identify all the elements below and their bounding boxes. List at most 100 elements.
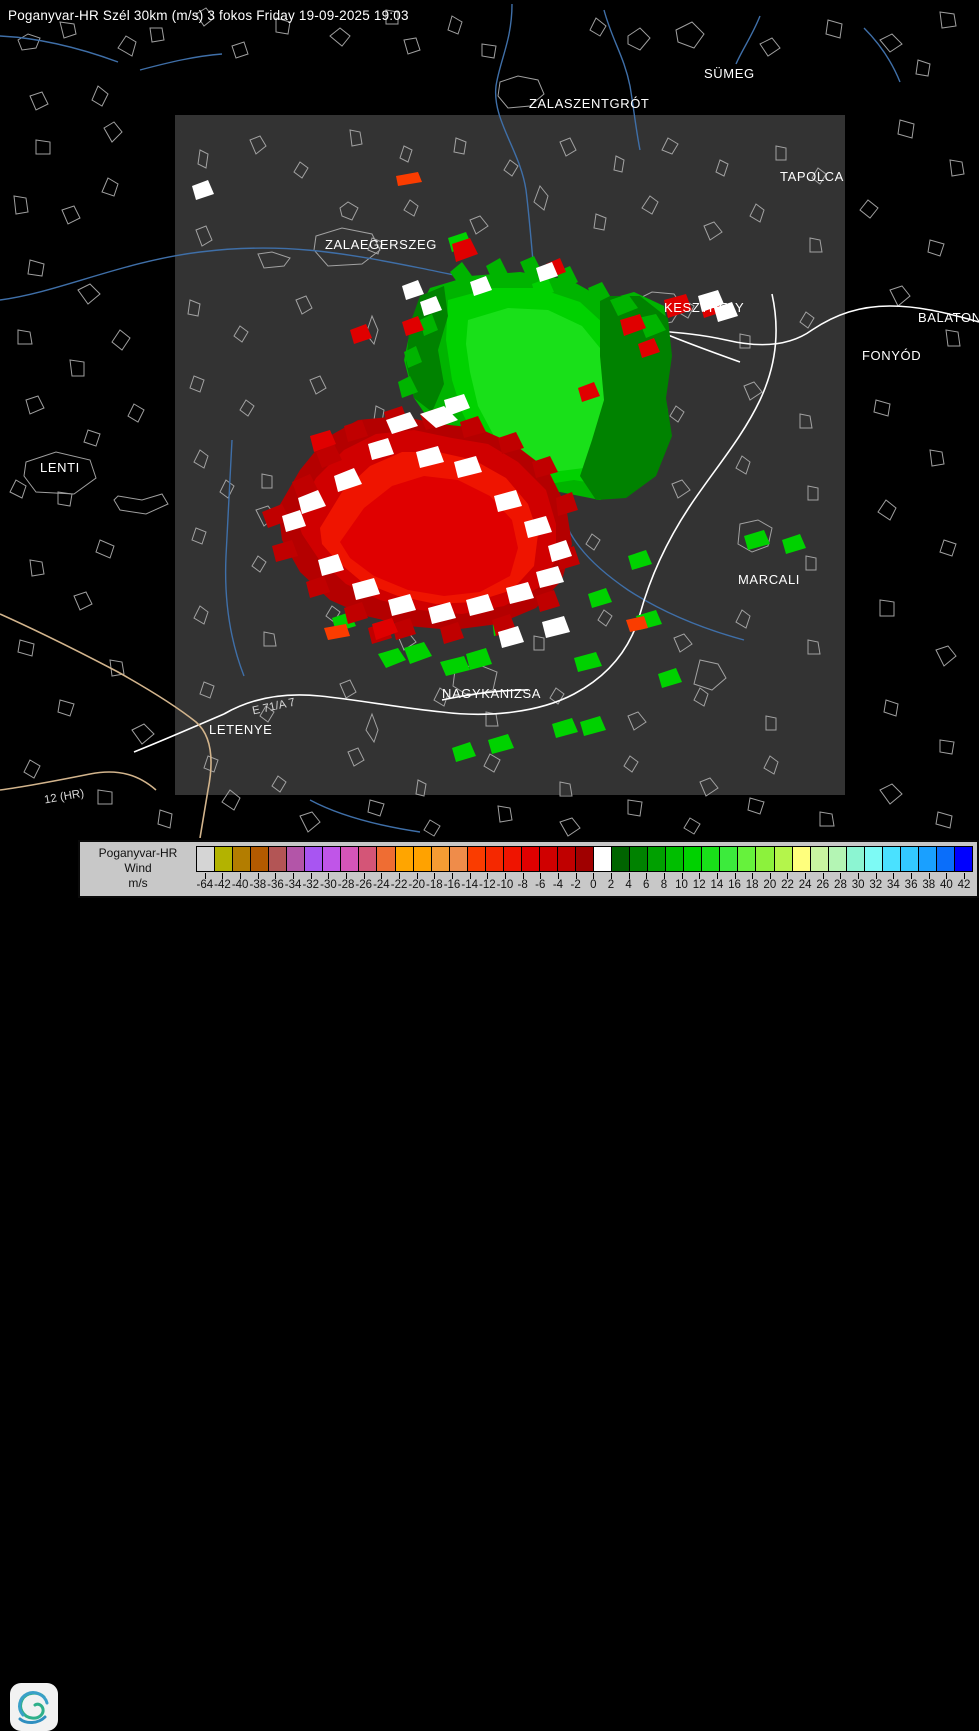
color-swatch-20 (557, 847, 576, 871)
page-title: Poganyvar-HR Szél 30km (m/s) 3 fokos Fri… (8, 8, 409, 23)
color-swatch-1 (215, 847, 234, 871)
color-swatch-17 (503, 847, 522, 871)
tick-label-32: 20 (761, 873, 779, 897)
tick-label-39: 34 (885, 873, 903, 897)
color-swatch-32 (774, 847, 793, 871)
tick-label-26: 8 (655, 873, 673, 897)
color-swatch-40 (918, 847, 937, 871)
color-swatch-14 (449, 847, 468, 871)
color-swatch-11 (395, 847, 414, 871)
city-label-sumeg: SÜMEG (704, 66, 755, 81)
color-swatch-35 (828, 847, 847, 871)
tick-label-10: -24 (373, 873, 391, 897)
tick-label-15: -14 (461, 873, 479, 897)
color-swatch-5 (287, 847, 306, 871)
city-label-zalaegerszeg: ZALAEGERSZEG (325, 237, 437, 252)
legend-title-block: Poganyvar-HR Wind m/s (86, 846, 190, 891)
tick-label-5: -34 (284, 873, 302, 897)
color-bar-ticks: -64 -42 -40 -38 -36 -34 -32 -30 -28 -26 -24 -22 -20-… (196, 873, 973, 897)
tick-label-27: 10 (673, 873, 691, 897)
color-swatch-33 (792, 847, 811, 871)
color-swatch-23 (612, 847, 631, 871)
tick-label-18: -8 (514, 873, 532, 897)
color-swatch-31 (756, 847, 775, 871)
city-label-lenti: LENTI (40, 460, 80, 475)
color-swatch-28 (702, 847, 721, 871)
color-swatch-12 (413, 847, 432, 871)
tick-label-4: -36 (267, 873, 285, 897)
color-swatch-26 (666, 847, 685, 871)
tick-label-2: -40 (231, 873, 249, 897)
city-label-fonyod: FONYÓD (862, 348, 922, 363)
tick-label-3: -38 (249, 873, 267, 897)
color-swatch-10 (377, 847, 396, 871)
radar-map[interactable]: Poganyvar-HR Szél 30km (m/s) 3 fokos Fri… (0, 0, 979, 838)
color-swatch-13 (431, 847, 450, 871)
color-swatch-15 (467, 847, 486, 871)
tick-label-28: 12 (690, 873, 708, 897)
color-swatch-18 (521, 847, 540, 871)
tick-label-40: 36 (902, 873, 920, 897)
tick-label-34: 24 (796, 873, 814, 897)
color-swatch-24 (630, 847, 649, 871)
spiral-logo[interactable] (10, 1683, 58, 1731)
tick-label-16: -12 (479, 873, 497, 897)
color-scale-legend: Poganyvar-HR Wind m/s -64 -42 -40 -38 -36 -34… (78, 840, 979, 898)
city-label-zalaszentgrot: ZALASZENTGRÓT (529, 96, 650, 111)
tick-label-38: 32 (867, 873, 885, 897)
city-label-tapolca: TAPOLCA (780, 169, 844, 184)
bottom-bar: Poganyvar-HR Wind m/s -64 -42 -40 -38 -36 -34… (0, 838, 979, 1731)
tick-label-29: 14 (708, 873, 726, 897)
tick-label-0: -64 (196, 873, 214, 897)
tick-label-12: -20 (408, 873, 426, 897)
color-swatch-37 (864, 847, 883, 871)
tick-label-37: 30 (849, 873, 867, 897)
tick-label-11: -22 (390, 873, 408, 897)
color-swatch-7 (323, 847, 342, 871)
legend-quantity-label: Wind (124, 861, 152, 875)
color-swatch-0 (197, 847, 216, 871)
tick-label-22: 0 (584, 873, 602, 897)
legend-unit-label: m/s (128, 876, 148, 890)
color-swatch-29 (720, 847, 739, 871)
color-swatch-27 (684, 847, 703, 871)
tick-label-23: 2 (602, 873, 620, 897)
color-swatch-39 (900, 847, 919, 871)
tick-label-14: -16 (443, 873, 461, 897)
tick-label-35: 26 (814, 873, 832, 897)
city-label-marcali: MARCALI (738, 572, 800, 587)
color-swatch-22 (594, 847, 613, 871)
legend-site-label: Poganyvar-HR (98, 846, 178, 860)
tick-label-13: -18 (426, 873, 444, 897)
tick-label-19: -6 (531, 873, 549, 897)
color-swatch-6 (305, 847, 324, 871)
tick-label-9: -26 (355, 873, 373, 897)
city-label-keszthely: KESZTHELY (664, 300, 745, 315)
color-swatch-25 (648, 847, 667, 871)
color-swatch-8 (341, 847, 360, 871)
radar-echo-layer (192, 172, 806, 762)
city-label-nagykanizsa: NAGYKANIZSA (442, 686, 542, 701)
color-swatch-21 (575, 847, 595, 871)
color-swatch-42 (954, 847, 973, 871)
tick-label-31: 18 (743, 873, 761, 897)
color-bar (196, 846, 973, 872)
tick-label-1: -42 (214, 873, 232, 897)
color-bar-wrap (196, 846, 973, 872)
color-swatch-16 (485, 847, 504, 871)
color-swatch-38 (882, 847, 901, 871)
tick-label-33: 22 (779, 873, 797, 897)
color-swatch-2 (233, 847, 252, 871)
color-swatch-30 (738, 847, 757, 871)
map-vector-layer (0, 3, 979, 838)
color-swatch-9 (359, 847, 378, 871)
tick-label-41: 38 (920, 873, 938, 897)
city-label-balatonboglar: BALATONBOGLÁR (918, 310, 979, 325)
tick-label-25: 6 (637, 873, 655, 897)
color-swatch-4 (269, 847, 288, 871)
tick-label-8: -28 (337, 873, 355, 897)
tick-label-30: 16 (726, 873, 744, 897)
color-swatch-3 (251, 847, 270, 871)
tick-label-17: -10 (496, 873, 514, 897)
color-swatch-19 (539, 847, 558, 871)
